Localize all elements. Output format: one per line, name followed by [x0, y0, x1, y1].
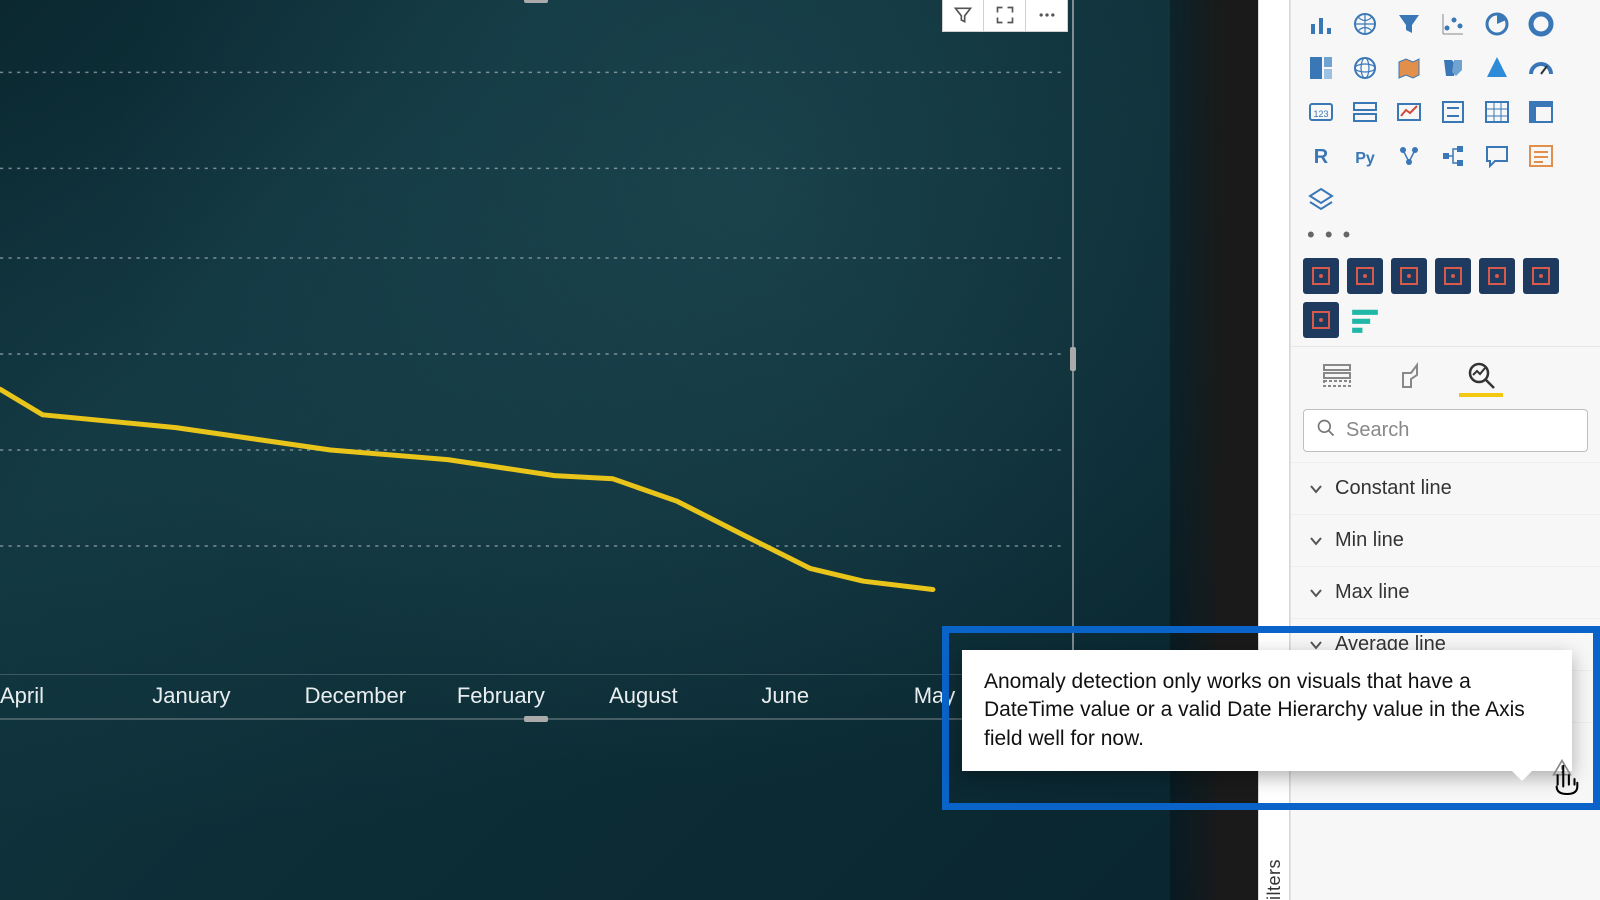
visual-header-toolbar	[942, 0, 1068, 32]
more-options-icon[interactable]	[1026, 0, 1068, 32]
pie-icon[interactable]	[1479, 6, 1515, 42]
pane-tabs	[1291, 346, 1600, 403]
analytics-item-label: Constant line	[1335, 477, 1452, 500]
drill-button-4[interactable]	[1479, 258, 1515, 294]
drill-button-3[interactable]	[1435, 258, 1471, 294]
map-icon[interactable]	[1347, 6, 1383, 42]
r-visual-icon[interactable]: R	[1303, 138, 1339, 174]
gallery-more-icon[interactable]: • • •	[1303, 218, 1588, 256]
tab-format[interactable]	[1387, 357, 1431, 397]
chart-plot-area	[0, 34, 1066, 674]
analytics-item-constant-line[interactable]: Constant line	[1291, 463, 1600, 515]
svg-text:R: R	[1314, 146, 1329, 168]
x-axis-label: February	[457, 675, 609, 718]
analytics-search-wrap	[1291, 403, 1600, 462]
resize-handle-right[interactable]	[1070, 347, 1076, 371]
multi-card-icon[interactable]	[1347, 94, 1383, 130]
drill-button-2[interactable]	[1391, 258, 1427, 294]
analytics-item-label: Min line	[1335, 529, 1404, 552]
donut-icon[interactable]	[1523, 6, 1559, 42]
chart-x-axis: AprilJanuaryDecemberFebruaryAugustJuneMa…	[0, 674, 1066, 718]
filter-icon[interactable]	[942, 0, 984, 32]
key-influencers-icon[interactable]	[1391, 138, 1427, 174]
narrative-icon[interactable]	[1523, 138, 1559, 174]
clustered-column-icon[interactable]	[1303, 6, 1339, 42]
drill-teal-icon[interactable]	[1347, 302, 1383, 338]
drill-button-6[interactable]	[1303, 302, 1339, 338]
focus-mode-icon[interactable]	[984, 0, 1026, 32]
search-icon	[1316, 418, 1336, 443]
kpi-icon[interactable]	[1391, 94, 1427, 130]
table-icon[interactable]	[1479, 94, 1515, 130]
analytics-item-label: Max line	[1335, 581, 1409, 604]
slicer-icon[interactable]	[1435, 94, 1471, 130]
scatter-icon[interactable]	[1435, 6, 1471, 42]
svg-text:Py: Py	[1355, 150, 1375, 167]
x-axis-label: April	[0, 675, 152, 718]
paginated-icon[interactable]	[1303, 182, 1339, 218]
funnel-icon[interactable]	[1391, 6, 1427, 42]
x-axis-label: January	[152, 675, 304, 718]
analytics-search[interactable]	[1303, 409, 1588, 452]
python-visual-icon[interactable]: Py	[1347, 138, 1383, 174]
warning-icon[interactable]	[1552, 758, 1572, 783]
x-axis-label: June	[761, 675, 913, 718]
tab-fields[interactable]	[1315, 357, 1359, 397]
resize-handle-top[interactable]	[524, 0, 548, 3]
gauge-icon[interactable]	[1523, 50, 1559, 86]
anomaly-tooltip: Anomaly detection only works on visuals …	[962, 650, 1572, 771]
drill-button-5[interactable]	[1523, 258, 1559, 294]
drill-buttons-row	[1291, 256, 1600, 346]
azure-map-icon[interactable]	[1479, 50, 1515, 86]
tooltip-tail	[1510, 769, 1534, 781]
globe-icon[interactable]	[1347, 50, 1383, 86]
chart-svg	[0, 34, 1066, 674]
tab-analytics[interactable]	[1459, 357, 1503, 397]
line-chart-visual[interactable]: AprilJanuaryDecemberFebruaryAugustJuneMa…	[0, 0, 1074, 720]
drill-button-0[interactable]	[1303, 258, 1339, 294]
analytics-item-max-line[interactable]: Max line	[1291, 567, 1600, 619]
qna-icon[interactable]	[1479, 138, 1515, 174]
anomaly-tooltip-text: Anomaly detection only works on visuals …	[984, 670, 1525, 750]
svg-text:123: 123	[1313, 109, 1328, 119]
visualization-gallery: 123 R Py • • •	[1291, 0, 1600, 256]
decomposition-icon[interactable]	[1435, 138, 1471, 174]
treemap-icon[interactable]	[1303, 50, 1339, 86]
filled-map-icon[interactable]	[1391, 50, 1427, 86]
card-icon[interactable]: 123	[1303, 94, 1339, 130]
x-axis-label: August	[609, 675, 761, 718]
shape-map-icon[interactable]	[1435, 50, 1471, 86]
x-axis-label: December	[305, 675, 457, 718]
matrix-icon[interactable]	[1523, 94, 1559, 130]
drill-button-1[interactable]	[1347, 258, 1383, 294]
search-input[interactable]	[1346, 419, 1575, 442]
analytics-item-min-line[interactable]: Min line	[1291, 515, 1600, 567]
